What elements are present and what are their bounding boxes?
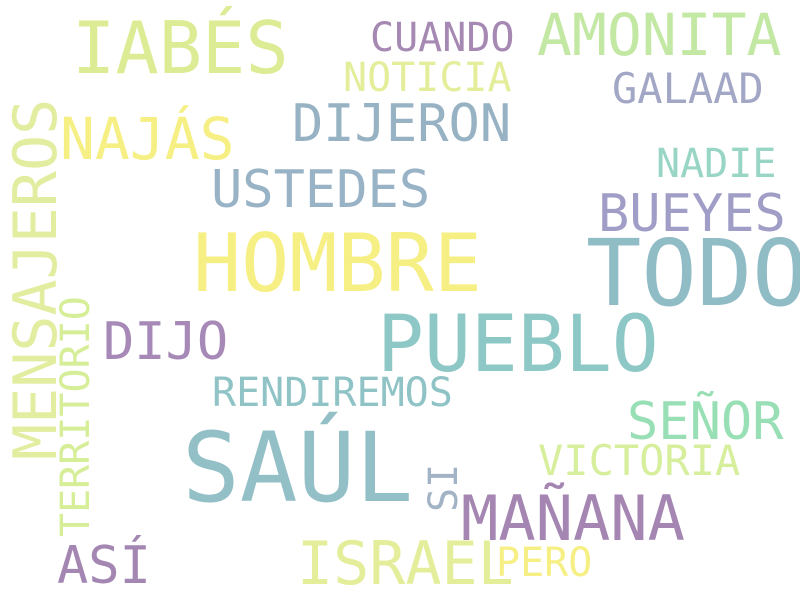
- word-pero: PERO: [496, 540, 593, 586]
- word-dijo: DIJO: [103, 312, 229, 372]
- word-dijeron: DIJERON: [292, 94, 512, 154]
- word-ustedes: USTEDES: [211, 160, 431, 220]
- word-najas: NAJÁS: [60, 105, 235, 173]
- word-pueblo: PUEBLO: [377, 300, 659, 390]
- word-senor: SEÑOR: [627, 392, 784, 452]
- word-saul: SAÚL: [182, 412, 414, 524]
- word-asi: ASÍ: [57, 536, 151, 596]
- word-victoria: VICTORIA: [538, 436, 741, 485]
- word-todo: TODO: [586, 220, 800, 327]
- word-noticia: NOTICIA: [343, 55, 512, 101]
- word-manana: MAÑANA: [461, 482, 685, 555]
- word-hombre: HOMBRE: [193, 217, 482, 310]
- word-iabes: IABÉS: [72, 6, 289, 90]
- word-si: SI: [421, 463, 467, 512]
- word-galaad: GALAAD: [612, 64, 764, 113]
- word-cuando: CUANDO: [370, 15, 515, 61]
- word-rendiremos: RENDIREMOS: [212, 370, 453, 416]
- word-bueyes: BUEYES: [598, 184, 786, 244]
- word-nadie: NADIE: [656, 141, 777, 187]
- word-territorio: TERRITORIO: [53, 296, 99, 537]
- word-israel: ISRAEL: [297, 529, 514, 599]
- word-amonita: AMONITA: [537, 1, 782, 69]
